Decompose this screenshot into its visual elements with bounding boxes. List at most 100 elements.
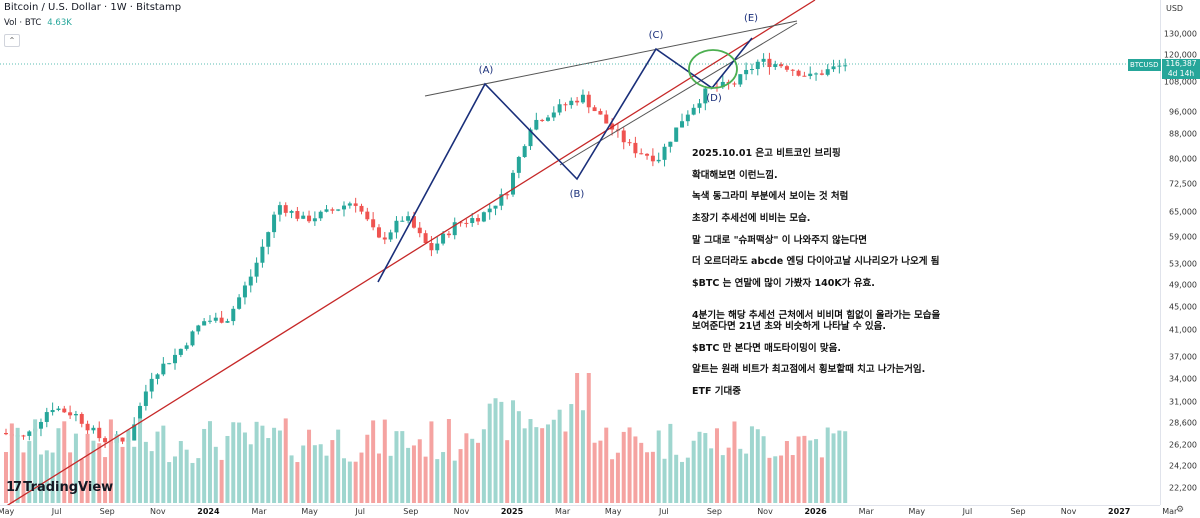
volume-bar <box>773 456 778 503</box>
candle-body <box>802 75 807 77</box>
candle-body <box>522 146 527 158</box>
candle-body <box>493 205 498 209</box>
volume-bar <box>371 420 376 503</box>
time-tick: Mar <box>251 507 267 516</box>
volume-bar <box>534 427 539 503</box>
volume-bar <box>779 455 784 503</box>
price-tick: 34,000 <box>1169 374 1197 383</box>
volume-bars <box>4 373 848 503</box>
price-tag-value: 116,387 4d 14h <box>1162 59 1200 79</box>
volume-bar <box>196 458 201 503</box>
candle-body <box>266 232 271 247</box>
candle-body <box>446 233 451 236</box>
candle-body <box>516 157 521 173</box>
candle-body <box>202 321 207 326</box>
volume-bar <box>802 435 807 503</box>
candle-body <box>551 112 556 118</box>
collapse-legend-button[interactable]: ⌃ <box>4 34 20 47</box>
candle-body <box>464 222 469 224</box>
volume-bar <box>324 455 329 503</box>
volume-bar <box>627 427 632 503</box>
volume-bar <box>814 439 819 503</box>
price-tag-symbol: BTCUSD <box>1128 59 1161 71</box>
volume-bar <box>336 429 341 503</box>
volume-label: Vol · BTC <box>4 18 42 28</box>
candle-body <box>545 117 550 121</box>
volume-bar <box>476 442 481 503</box>
volume-bar <box>27 441 32 503</box>
volume-bar <box>132 446 137 503</box>
volume-bar <box>755 429 760 503</box>
volume-legend: Vol · BTC 4.63K <box>4 18 72 28</box>
price-axis[interactable]: 130,000 120,000 108,000 96,000 88,000 80,000 7… <box>1160 0 1200 505</box>
volume-bar <box>353 461 358 503</box>
volume-bar <box>674 454 679 503</box>
candle-body <box>38 421 43 429</box>
volume-bar <box>592 442 597 503</box>
volume-bar <box>283 418 288 503</box>
price-tick: 120,000 <box>1163 50 1197 60</box>
volume-bar <box>580 410 585 503</box>
volume-bar <box>633 436 638 503</box>
candle-body <box>650 155 655 162</box>
volume-bar <box>190 462 195 503</box>
candle-body <box>272 214 277 233</box>
volume-bar <box>528 419 533 503</box>
candle-body <box>441 233 446 244</box>
volume-bar <box>511 400 516 503</box>
candle-body <box>173 354 178 364</box>
candle-body <box>371 219 376 228</box>
volume-bar <box>650 451 655 503</box>
candle-body <box>761 58 766 62</box>
volume-bar <box>522 428 527 503</box>
price-tag-price: 116,387 <box>1165 59 1197 68</box>
gear-icon[interactable]: ⚙ <box>1176 505 1185 515</box>
volume-bar <box>586 373 591 503</box>
volume-bar <box>551 419 556 503</box>
candle-body <box>557 104 562 113</box>
candle-body <box>318 211 323 219</box>
chart-plot-area[interactable]: (A) (B) (C) (D) (E) <box>0 0 1160 511</box>
candle-body <box>784 66 789 70</box>
candle-body <box>196 325 201 332</box>
tradingview-logo-text: TradingView <box>23 480 114 495</box>
price-tick: 37,000 <box>1169 352 1197 362</box>
volume-bar <box>406 447 411 503</box>
note-line: 말 그대로 "슈퍼떡상" 이 나와주지 않는다면 <box>692 235 868 246</box>
candle-body <box>120 437 125 442</box>
candle-body <box>97 427 102 439</box>
candle-body <box>207 320 212 322</box>
candle-body <box>837 65 842 67</box>
volume-bar <box>44 450 49 503</box>
volume-bar <box>167 462 172 503</box>
volume-bar <box>178 441 183 503</box>
currency-label[interactable]: USD <box>1166 4 1184 13</box>
candle-body <box>27 431 32 436</box>
candle-body <box>697 103 702 108</box>
candle-body <box>744 69 749 75</box>
time-tick: Mar <box>858 507 874 516</box>
candle-body <box>691 107 696 115</box>
volume-bar <box>318 444 323 503</box>
time-tick: Sep <box>403 507 419 516</box>
volume-bar <box>108 419 113 503</box>
volume-bar <box>417 439 422 503</box>
candle-body <box>429 243 434 251</box>
price-tick: 41,000 <box>1169 325 1197 335</box>
volume-bar <box>738 448 743 503</box>
volume-bar <box>790 455 795 503</box>
time-axis[interactable]: May Jul Sep Nov 2024 Mar May Jul Sep Nov 2025 Mar Ma… <box>0 505 1177 518</box>
price-tick: 26,200 <box>1169 440 1197 450</box>
elliott-wave-path <box>377 37 753 283</box>
candle-body <box>639 153 644 155</box>
volume-bar <box>237 422 242 503</box>
time-tick: May <box>604 507 622 516</box>
volume-bar <box>400 431 405 503</box>
volume-bar <box>56 428 61 503</box>
volume-bar <box>610 459 615 503</box>
candle-body <box>138 405 143 425</box>
tradingview-logo[interactable]: 17 TradingView <box>6 480 113 495</box>
note-line: 보여준다면 21년 초와 비슷하게 나타날 수 있음. <box>692 321 886 332</box>
note-line: 4분기는 해당 추세선 근처에서 비비며 힘없이 올라가는 모습을 <box>692 310 941 321</box>
candle-body <box>167 363 172 365</box>
